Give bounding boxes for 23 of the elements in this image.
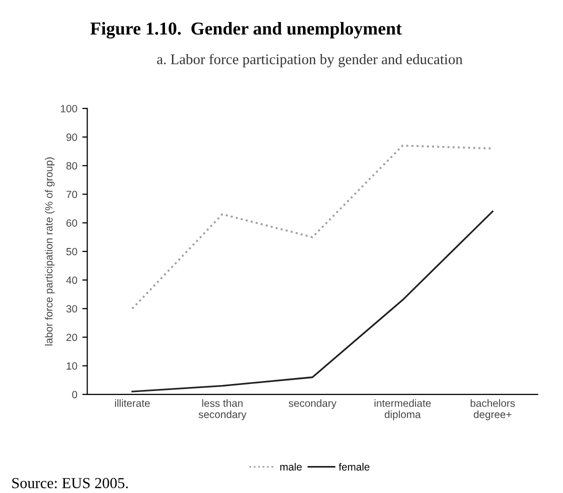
- y-tick-label: 80: [66, 162, 78, 170]
- legend-label: female: [338, 462, 370, 471]
- source-note: Source: EUS 2005.: [12, 478, 128, 488]
- y-tick-label: 60: [66, 219, 78, 227]
- y-tick-label: 50: [66, 248, 78, 256]
- y-tick-label: 10: [66, 362, 78, 370]
- y-tick-label: 70: [66, 190, 78, 198]
- x-tick-label: secondary: [288, 399, 336, 409]
- x-tick-label: illiterate: [115, 399, 150, 407]
- x-tick-label: bachelors degree+: [470, 399, 515, 420]
- chart-title: Figure 1.10. Gender and unemployment: [90, 22, 402, 38]
- y-tick-label: 20: [66, 334, 78, 342]
- y-tick-label: 0: [72, 390, 78, 398]
- y-tick-label: 30: [66, 305, 78, 312]
- chart-subtitle: a. Labor force participation by gender and education: [157, 54, 462, 68]
- y-tick-label: 100: [60, 104, 78, 112]
- line-series: [131, 210, 494, 392]
- legend-label: male: [280, 462, 302, 471]
- y-tick-label: 40: [66, 276, 78, 284]
- y-tick-label: 90: [66, 134, 78, 141]
- x-tick-label: intermediate diploma: [374, 399, 431, 420]
- y-axis-title: labor force participation rate (% of group): [44, 157, 55, 346]
- x-tick-label: less than secondary: [198, 399, 246, 420]
